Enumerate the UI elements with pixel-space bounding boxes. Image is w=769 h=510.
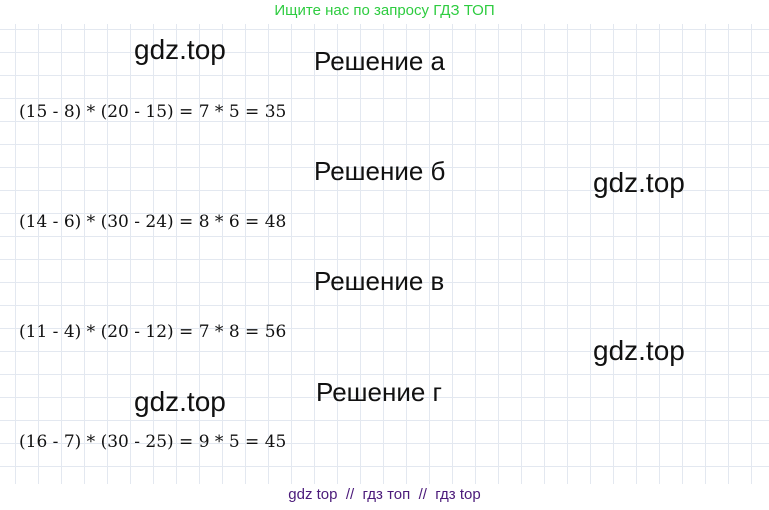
watermark: gdz.top: [134, 34, 226, 65]
header-text: Ищите нас по запросу ГДЗ ТОП: [274, 2, 495, 19]
grid-background: [0, 24, 769, 484]
solution-equation: (14 - 6) * (30 - 24) = 8 * 6 = 48: [19, 212, 287, 232]
solution-equation: (15 - 8) * (20 - 15) = 7 * 5 = 35: [19, 102, 287, 122]
solution-equation: (11 - 4) * (20 - 12) = 7 * 8 = 56: [19, 322, 287, 342]
footer-text: gdz top // гдз топ // гдз top: [288, 486, 481, 503]
watermark: gdz.top: [593, 335, 685, 366]
watermark: gdz.top: [593, 167, 685, 198]
solution-title: Решение в: [314, 266, 445, 296]
solution-equation: (16 - 7) * (30 - 25) = 9 * 5 = 45: [19, 432, 287, 452]
solution-title: Решение б: [314, 156, 446, 186]
solution-title: Решение г: [316, 377, 443, 407]
watermark: gdz.top: [134, 386, 226, 417]
solution-title: Решение а: [314, 46, 446, 76]
